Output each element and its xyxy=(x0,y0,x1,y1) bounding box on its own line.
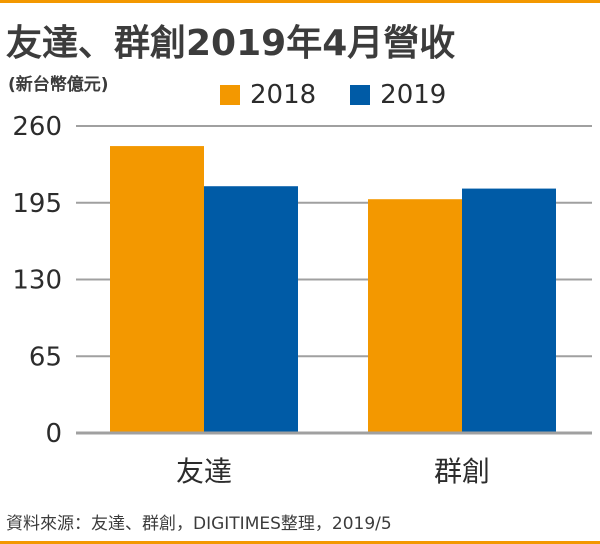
bar-群創-2019 xyxy=(462,188,556,433)
source-note: 資料來源：友達、群創，DIGITIMES整理，2019/5 xyxy=(6,514,392,534)
bar-友達-2019 xyxy=(204,186,298,433)
legend-label-2018: 2018 xyxy=(250,80,317,110)
chart-title: 友達、群創2019年4月營收 xyxy=(6,23,456,64)
y-tick-label-130: 130 xyxy=(12,266,62,296)
legend-item-2019: 2019 xyxy=(350,80,446,110)
legend-item-2018: 2018 xyxy=(220,80,316,110)
y-tick-label-0: 0 xyxy=(45,419,62,449)
legend-swatch-2018 xyxy=(220,85,240,105)
y-tick-label-195: 195 xyxy=(12,189,62,219)
x-category-label-群創: 群創 xyxy=(434,455,490,488)
bar-群創-2018 xyxy=(368,199,462,433)
y-tick-label-260: 260 xyxy=(12,112,62,142)
unit-label: (新台幣億元) xyxy=(8,75,109,95)
x-category-label-友達: 友達 xyxy=(176,455,232,488)
legend: 2018 2019 xyxy=(220,80,446,110)
y-tick-label-65: 65 xyxy=(29,342,62,372)
bar-友達-2018 xyxy=(110,146,204,434)
legend-label-2019: 2019 xyxy=(380,80,447,110)
legend-swatch-2019 xyxy=(350,85,371,105)
